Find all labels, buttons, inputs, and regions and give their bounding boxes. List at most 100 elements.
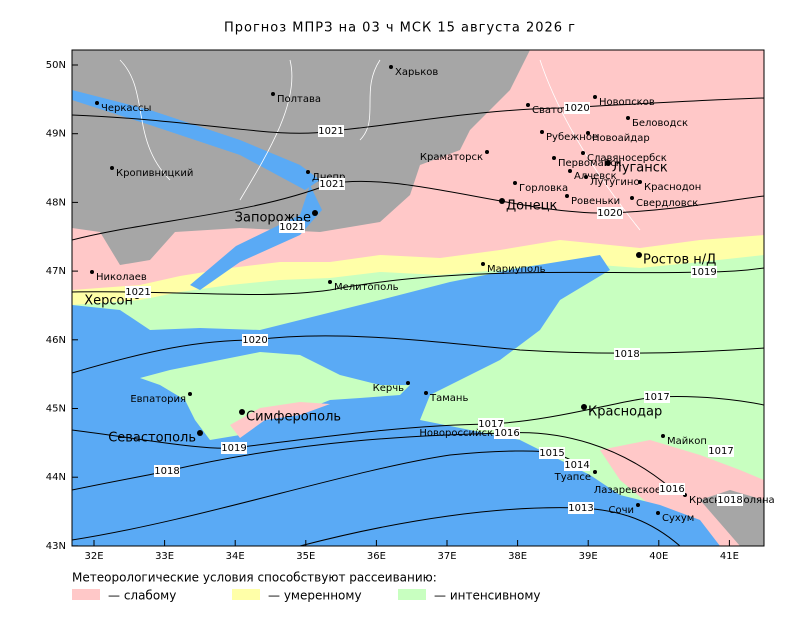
city-label: Тамань — [429, 393, 468, 404]
isobar-label-bg — [644, 391, 670, 403]
isobar-label-bg — [564, 459, 590, 471]
city-dot — [626, 116, 630, 120]
city-label: Новоайдар — [592, 133, 650, 144]
city-dot — [328, 280, 332, 284]
isobar-label: 1017 — [708, 446, 733, 457]
city-dot — [636, 503, 640, 507]
isobar-label: 1021 — [318, 126, 343, 137]
city-dot — [526, 103, 530, 107]
isobar-label: 1021 — [279, 222, 304, 233]
isobar-label: 1020 — [564, 103, 589, 114]
isobar — [299, 507, 681, 546]
isobar-label: 1016 — [659, 484, 684, 495]
city-dot — [513, 181, 517, 185]
city-label: Евпатория — [130, 394, 186, 405]
city-label: Сватово — [532, 105, 575, 116]
isobar — [72, 180, 764, 241]
city-label: Рубежное — [546, 132, 598, 143]
city-label: Мариуполь — [487, 264, 546, 275]
isobar-label-bg — [717, 494, 743, 506]
city-label: Черкассы — [101, 103, 151, 114]
city-label: Майкоп — [667, 436, 707, 447]
isobar-label-bg — [564, 102, 590, 114]
isobar-label-bg — [279, 221, 305, 233]
isobar-label-bg — [242, 334, 268, 346]
city-label: Херсон — [84, 294, 133, 309]
lon-tick-label: 36E — [367, 551, 386, 562]
isobar — [72, 432, 673, 491]
city-label: Беловодск — [632, 118, 688, 129]
isobar-label: 1020 — [242, 335, 267, 346]
city-label: Симферополь — [246, 410, 341, 425]
isobar-label: 1013 — [568, 503, 593, 514]
city-label: Сухум — [662, 513, 694, 524]
isobar-label: 1014 — [564, 460, 589, 471]
isobar-label-bg — [494, 427, 520, 439]
map-area — [72, 50, 764, 546]
city-label: Донецк — [506, 199, 557, 214]
legend: Метеорологические условия способствуют р… — [72, 571, 437, 585]
city-label: Лутугино — [590, 177, 640, 188]
river — [72, 90, 320, 190]
isobar-label: 1018 — [154, 466, 179, 477]
isobar-label-bg — [691, 266, 717, 278]
city-dot — [593, 95, 597, 99]
city-dot — [593, 470, 597, 474]
lat-tick-label: 46N — [46, 335, 66, 346]
isobar-label-bg — [659, 483, 685, 495]
lon-tick-label: 37E — [437, 551, 456, 562]
isobar-label: 1018 — [717, 495, 742, 506]
lon-tick-label: 38E — [508, 551, 527, 562]
crimea — [140, 352, 410, 440]
city-dot — [406, 381, 410, 385]
city-label: Горловка — [519, 183, 568, 194]
isobar-label-bg — [154, 465, 180, 477]
isobar-label: 1017 — [478, 419, 503, 430]
city-dot — [312, 210, 318, 216]
isobar-label-bg — [221, 442, 247, 454]
city-label: Днепр — [312, 172, 345, 183]
city-label: Николаев — [96, 272, 147, 283]
city-dot — [481, 262, 485, 266]
city-label: Краснодар — [588, 405, 662, 420]
isobar-label-bg — [539, 447, 565, 459]
isobar-label-bg — [597, 207, 623, 219]
legend-title: Метеорологические условия способствуют р… — [72, 571, 437, 585]
city-dot — [581, 404, 587, 410]
sea — [72, 255, 720, 546]
city-dot — [424, 391, 428, 395]
city-dot — [499, 198, 505, 204]
isobar — [72, 396, 764, 449]
city-label: Новопсков — [599, 97, 655, 108]
city-label: Туапсе — [554, 472, 591, 483]
isobar-label: 1019 — [691, 267, 716, 278]
mountains — [700, 490, 764, 546]
city-label: Первомайск — [558, 158, 622, 169]
isobar-label-bg — [319, 178, 345, 190]
city-dot — [389, 65, 393, 69]
isobar-label: 1015 — [539, 448, 564, 459]
city-dot — [636, 252, 642, 258]
legend-swatch — [398, 589, 426, 600]
map-frame — [71, 49, 765, 547]
city-dot — [656, 511, 660, 515]
lat-tick-label: 44N — [46, 472, 66, 483]
isobar-label: 1016 — [494, 428, 519, 439]
city-dot — [581, 151, 585, 155]
city-dot — [584, 175, 588, 179]
isobar — [72, 97, 764, 134]
legend-label: — умеренному — [268, 589, 362, 603]
city-label: Ростов н/Д — [643, 253, 716, 268]
isobar-label: 1018 — [614, 349, 639, 360]
lat-tick-label: 47N — [46, 266, 66, 277]
lat-tick-label: 45N — [46, 404, 66, 415]
city-dot — [540, 130, 544, 134]
isobar — [72, 335, 764, 374]
city-label: Луганск — [612, 161, 668, 176]
lat-tick-label: 43N — [46, 541, 66, 552]
isobar-label: 1017 — [644, 392, 669, 403]
lon-tick-label: 34E — [226, 551, 245, 562]
lon-tick-label: 32E — [84, 551, 103, 562]
lat-tick-label: 49N — [46, 129, 66, 140]
